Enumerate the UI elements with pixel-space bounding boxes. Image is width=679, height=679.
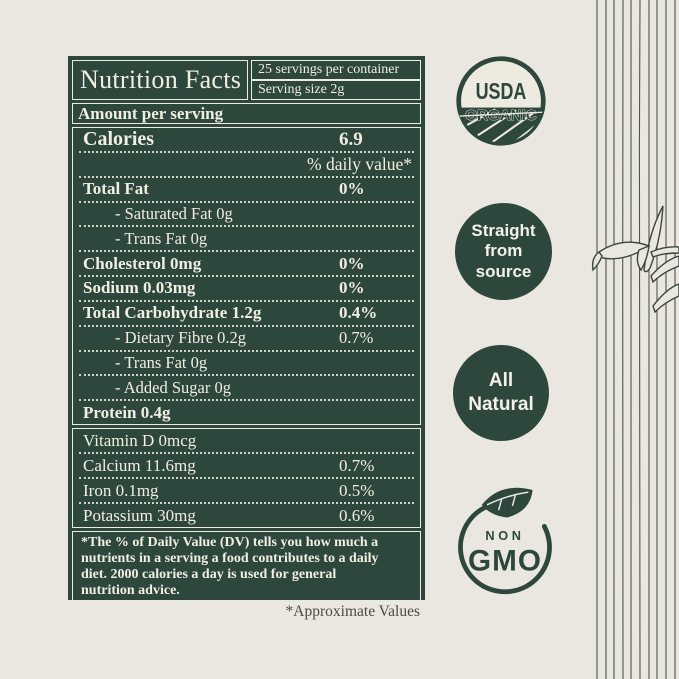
non-gmo-badge: NON GMO <box>458 487 552 595</box>
row-value: 0% <box>339 179 365 199</box>
row-label: Cholesterol 0mg <box>83 253 202 273</box>
usda-text: USDA <box>476 78 527 104</box>
organic-text: ORGANIC <box>465 107 537 124</box>
table-row: - Dietary Fibre 0.2g 0.7% <box>79 327 414 352</box>
row-label: Total Carbohydrate 1.2g <box>83 303 262 323</box>
row-label: - Trans Fat 0g <box>115 352 208 372</box>
vitamins-table: Vitamin D 0mcg Calcium 11.6mg 0.7% Iron … <box>72 428 421 528</box>
leaf-icon <box>481 487 533 518</box>
row-label: - Dietary Fibre 0.2g <box>115 328 247 348</box>
table-row: Sodium 0.03mg 0% <box>79 277 414 302</box>
row-label: Sodium 0.03mg <box>83 278 196 298</box>
amount-per-serving-header: Amount per serving <box>72 103 421 124</box>
row-label: - Trans Fat 0g <box>115 228 208 248</box>
table-row: Calcium 11.6mg 0.7% <box>79 454 414 479</box>
table-row: Total Carbohydrate 1.2g 0.4% <box>79 302 414 327</box>
row-label: Iron 0.1mg <box>83 480 159 500</box>
row-value: 0.7% <box>339 455 375 475</box>
organic-strikethrough <box>459 111 543 117</box>
row-value: 0.5% <box>339 480 375 500</box>
daily-value-header: % daily value* <box>79 153 414 178</box>
non-text: NON <box>485 528 524 543</box>
servings-per-container: 25 servings per container <box>251 60 421 81</box>
table-row: Total Fat 0% <box>79 178 414 203</box>
bamboo-stalk-lines <box>595 0 676 679</box>
all-natural-badge: All Natural <box>453 345 549 441</box>
nutrients-table: Calories 6.9 % daily value* Total Fat 0%… <box>72 127 421 425</box>
row-label: Vitamin D 0mcg <box>83 430 197 450</box>
table-row: - Saturated Fat 0g <box>79 203 414 228</box>
table-row: Vitamin D 0mcg <box>79 429 414 454</box>
bamboo-leaves <box>591 205 679 314</box>
straight-from-source-badge: Straight from source <box>455 203 552 300</box>
table-row: Potassium 30mg 0.6% <box>79 504 414 527</box>
table-row: - Added Sugar 0g <box>79 376 414 402</box>
non-gmo-arc <box>458 500 552 595</box>
calories-row: Calories 6.9 <box>79 128 414 153</box>
row-label: Total Fat <box>83 179 149 199</box>
row-value: 0% <box>339 253 365 273</box>
gmo-text: GMO <box>468 545 542 578</box>
daily-value-footnote: *The % of Daily Value (DV) tells you how… <box>72 531 421 603</box>
nutrition-facts-title: Nutrition Facts <box>72 60 248 100</box>
calories-label: Calories <box>83 128 155 150</box>
row-label: Calcium 11.6mg <box>83 455 196 475</box>
row-value: 0% <box>339 278 365 298</box>
approximate-values-note: *Approximate Values <box>285 603 420 620</box>
table-row: Protein 0.4g <box>79 401 414 424</box>
leaf-veins <box>486 491 529 511</box>
row-value: 0.4% <box>339 303 378 323</box>
bamboo-illustration <box>591 0 679 679</box>
row-value: 0.7% <box>339 328 374 348</box>
serving-info: 25 servings per container Serving size 2… <box>251 60 421 100</box>
table-row: - Trans Fat 0g <box>79 227 414 253</box>
row-label: Potassium 30mg <box>83 505 196 525</box>
row-label: - Saturated Fat 0g <box>115 204 233 224</box>
label-header: Nutrition Facts 25 servings per containe… <box>72 60 421 100</box>
table-row: Cholesterol 0mg 0% <box>79 252 414 278</box>
row-label: - Added Sugar 0g <box>115 377 231 397</box>
usda-organic-badge: USDA ORGANIC <box>456 56 546 146</box>
serving-size: Serving size 2g <box>251 79 421 100</box>
table-row: Iron 0.1mg 0.5% <box>79 479 414 504</box>
table-row: - Trans Fat 0g <box>79 352 414 377</box>
calories-value: 6.9 <box>339 128 363 150</box>
row-value: 0.6% <box>339 505 375 525</box>
nutrition-facts-label: Nutrition Facts 25 servings per containe… <box>68 56 425 603</box>
row-label: Protein 0.4g <box>83 402 171 422</box>
